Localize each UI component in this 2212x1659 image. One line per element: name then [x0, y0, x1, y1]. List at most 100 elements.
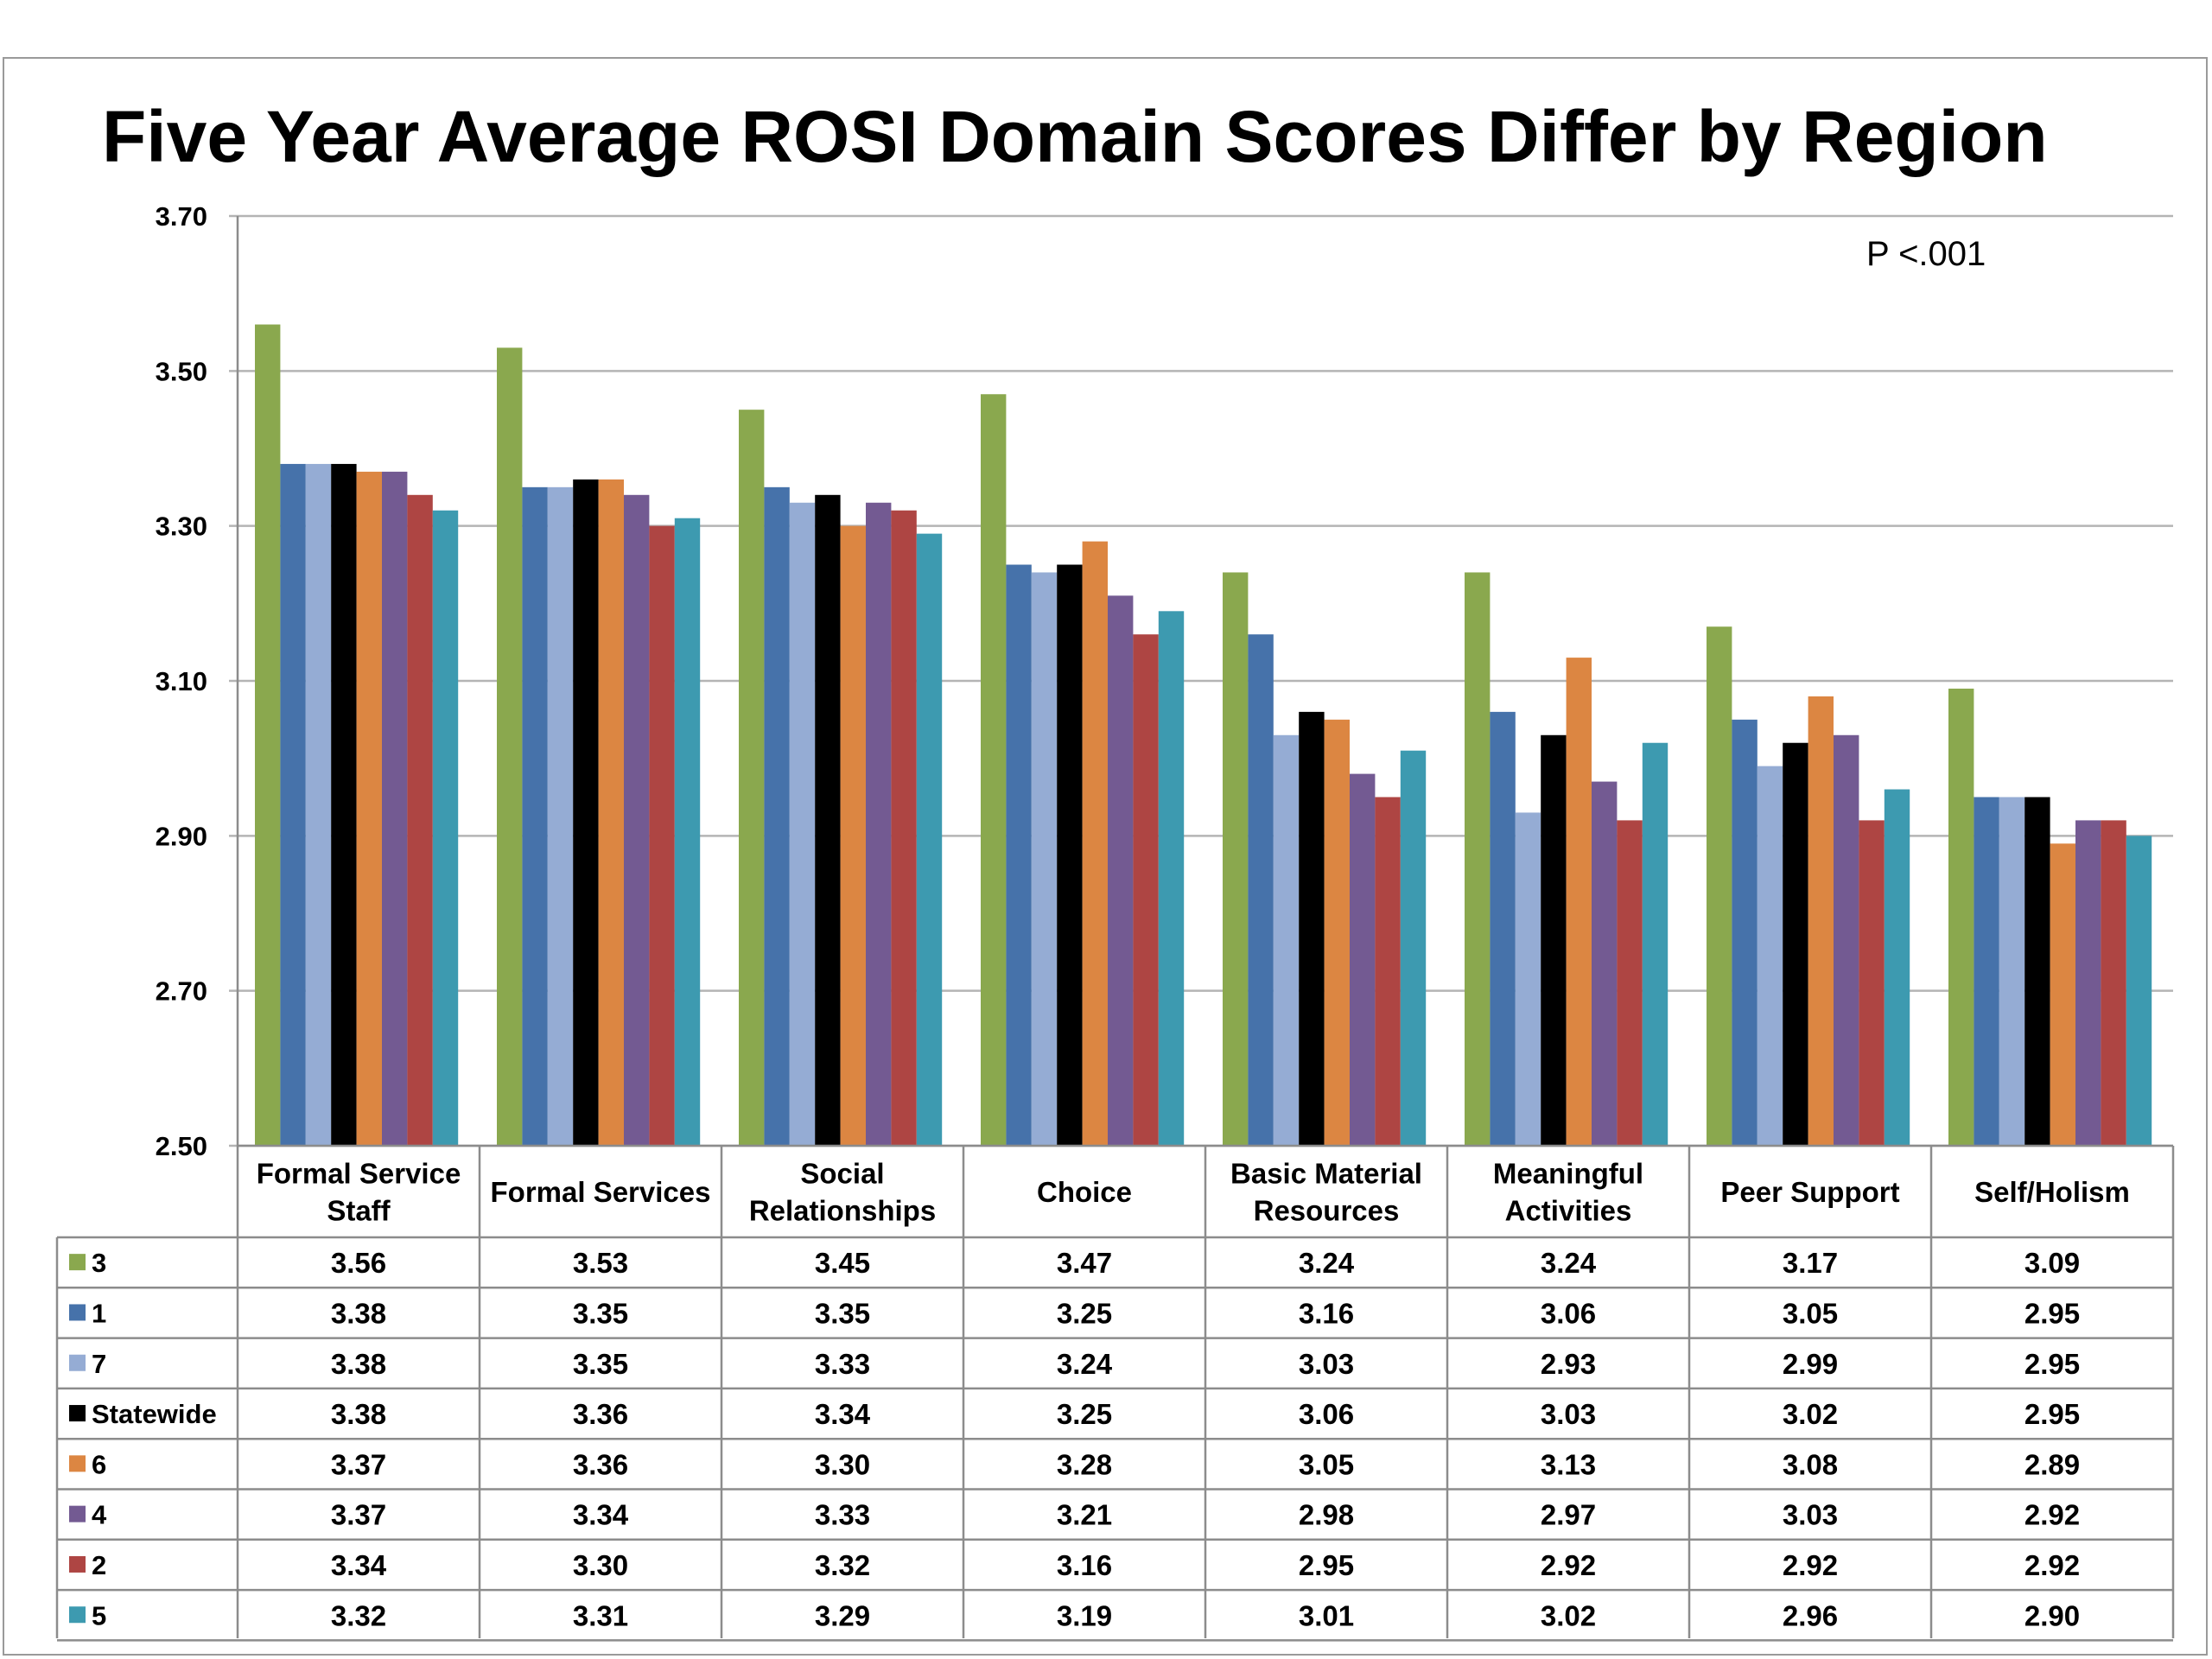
table-cell: 2.95	[2024, 1398, 2080, 1430]
bar-5-0	[432, 510, 459, 1146]
category-label: Meaningful	[1493, 1158, 1643, 1190]
table-cell: 3.56	[331, 1247, 386, 1279]
chart-frame	[3, 57, 2208, 1656]
table-cell: 3.36	[573, 1398, 628, 1430]
table-cell: 3.06	[1299, 1398, 1354, 1430]
table-cell: 2.89	[2024, 1448, 2080, 1480]
table-cell: 3.30	[573, 1549, 628, 1581]
y-tick-label: 3.50	[156, 356, 207, 386]
bar-6-2	[840, 525, 866, 1146]
table-cell: 3.16	[1057, 1549, 1112, 1581]
table-cell: 2.95	[2024, 1348, 2080, 1380]
bar-Statewide-4	[1299, 711, 1325, 1146]
bar-5-6	[1884, 789, 1910, 1146]
bar-4-5	[1592, 781, 1618, 1146]
bar-5-1	[674, 518, 701, 1146]
table-cell: 3.35	[573, 1297, 628, 1329]
table-cell: 3.01	[1299, 1599, 1354, 1631]
legend-key-4	[69, 1505, 86, 1522]
table-cell: 3.08	[1783, 1448, 1838, 1480]
table-cell: 3.47	[1057, 1247, 1112, 1279]
bar-5-7	[2126, 836, 2152, 1146]
table-cell: 3.13	[1541, 1448, 1596, 1480]
bar-2-6	[1859, 820, 1885, 1146]
bar-7-7	[1999, 797, 2025, 1146]
bar-7-6	[1757, 766, 1783, 1146]
table-cell: 3.31	[573, 1599, 628, 1631]
category-label: Peer Support	[1720, 1176, 1899, 1208]
table-cell: 2.90	[2024, 1599, 2080, 1631]
table-cell: 3.02	[1783, 1398, 1838, 1430]
bar-2-0	[407, 494, 433, 1146]
bar-5-4	[1400, 750, 1427, 1146]
bar-2-2	[891, 510, 917, 1146]
table-cell: 3.25	[1057, 1297, 1112, 1329]
legend-label-3: 3	[92, 1248, 106, 1278]
table-cell: 3.33	[815, 1348, 870, 1380]
table-cell: 3.34	[815, 1398, 871, 1430]
y-tick-label: 2.90	[156, 821, 207, 851]
bar-7-0	[305, 463, 332, 1146]
bar-4-6	[1834, 734, 1859, 1146]
bar-4-3	[1108, 595, 1134, 1146]
bar-Statewide-5	[1541, 734, 1567, 1146]
p-value-annotation: P <.001	[1866, 235, 1986, 273]
bar-3-2	[739, 410, 765, 1147]
y-tick-label: 3.30	[156, 512, 207, 542]
legend-label-5: 5	[92, 1600, 106, 1630]
legend-key-5	[69, 1606, 86, 1624]
table-cell: 3.32	[815, 1549, 870, 1581]
bar-6-5	[1566, 658, 1592, 1146]
table-cell: 3.24	[1541, 1247, 1597, 1279]
bar-6-6	[1808, 696, 1834, 1146]
bar-6-0	[356, 471, 382, 1146]
legend-key-6	[69, 1455, 86, 1472]
table-cell: 3.29	[815, 1599, 870, 1631]
category-label: Activities	[1505, 1195, 1632, 1227]
category-label: Staff	[327, 1195, 391, 1227]
bar-1-1	[522, 486, 548, 1146]
bar-Statewide-0	[331, 463, 357, 1146]
table-cell: 3.45	[815, 1247, 870, 1279]
bar-1-0	[280, 463, 306, 1146]
table-cell: 3.03	[1783, 1499, 1838, 1531]
table-cell: 2.96	[1783, 1599, 1838, 1631]
category-label: Formal Services	[491, 1176, 711, 1208]
bar-Statewide-2	[815, 494, 841, 1146]
table-cell: 3.25	[1057, 1398, 1112, 1430]
bar-4-0	[382, 471, 408, 1146]
legend-label-Statewide: Statewide	[92, 1399, 217, 1429]
table-cell: 3.38	[331, 1297, 386, 1329]
bar-4-7	[2075, 820, 2101, 1146]
bar-Statewide-7	[2024, 797, 2050, 1146]
bar-7-2	[789, 502, 816, 1146]
legend-key-3	[69, 1254, 86, 1271]
table-cell: 2.97	[1541, 1499, 1596, 1531]
table-cell: 3.32	[331, 1599, 386, 1631]
bar-4-1	[624, 494, 650, 1146]
table-cell: 3.35	[573, 1348, 628, 1380]
table-cell: 3.16	[1299, 1297, 1354, 1329]
category-label: Resources	[1254, 1195, 1400, 1227]
bar-5-5	[1642, 742, 1669, 1146]
category-label: Choice	[1037, 1176, 1132, 1208]
table-cell: 3.38	[331, 1398, 386, 1430]
table-cell: 3.21	[1057, 1499, 1112, 1531]
table-cell: 2.95	[2024, 1297, 2080, 1329]
table-cell: 3.35	[815, 1297, 870, 1329]
table-cell: 3.17	[1783, 1247, 1838, 1279]
table-cell: 2.95	[1299, 1549, 1354, 1581]
bar-3-4	[1223, 572, 1249, 1146]
table-cell: 3.19	[1057, 1599, 1112, 1631]
table-cell: 3.34	[331, 1549, 387, 1581]
bar-2-1	[649, 525, 675, 1146]
table-cell: 3.05	[1299, 1448, 1354, 1480]
table-cell: 3.33	[815, 1499, 870, 1531]
table-cell: 3.02	[1541, 1599, 1596, 1631]
table-cell: 2.92	[2024, 1499, 2080, 1531]
bar-1-5	[1490, 711, 1516, 1146]
bar-1-7	[1974, 797, 1999, 1146]
bar-6-7	[2050, 843, 2075, 1146]
category-label: Social	[800, 1158, 884, 1190]
